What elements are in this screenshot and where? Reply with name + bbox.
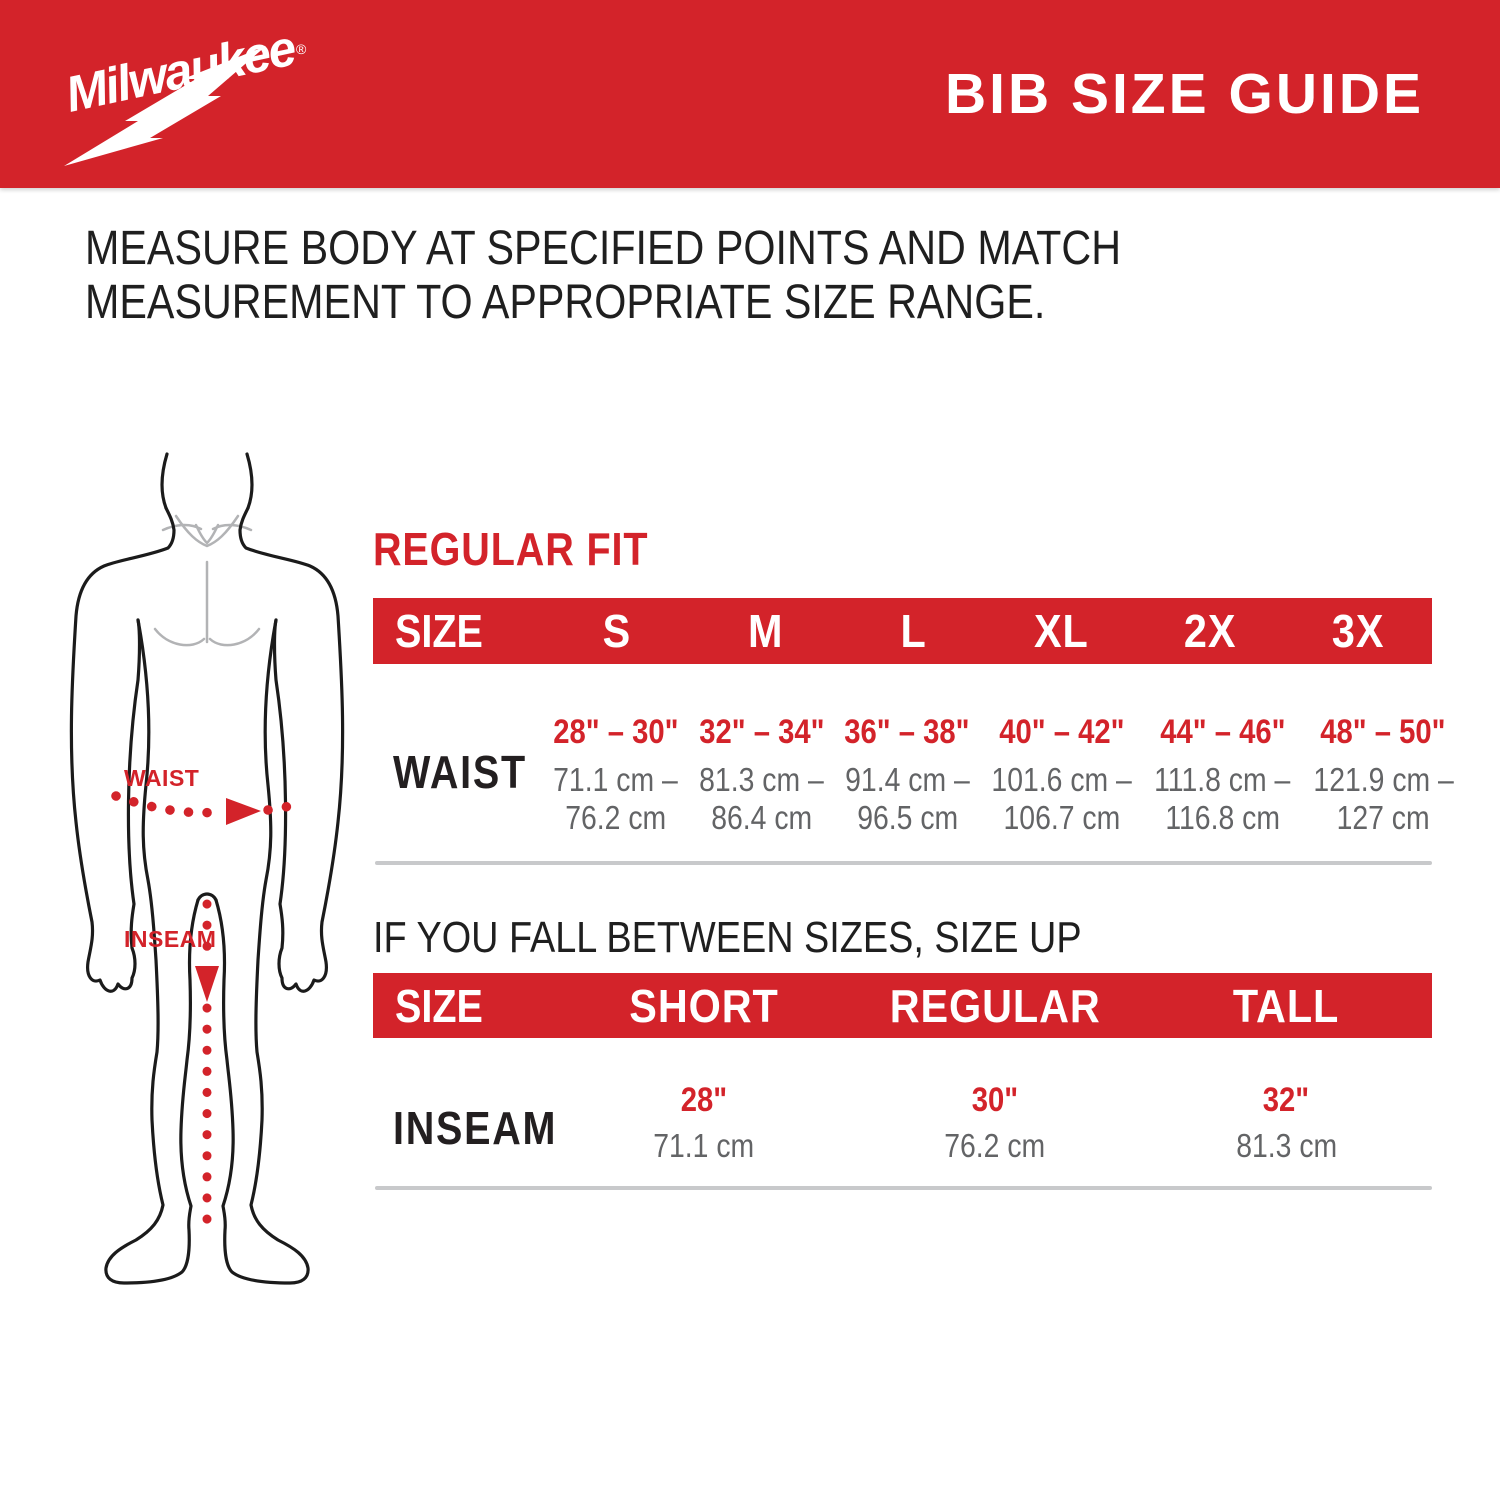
column-header-tall: TALL — [1233, 979, 1340, 1032]
lightning-bolt-icon — [64, 46, 266, 166]
intro-line-2: MEASUREMENT TO APPROPRIATE SIZE RANGE. — [85, 276, 1046, 329]
inches-value: 30" — [971, 1081, 1019, 1119]
waist-label: WAIST — [124, 765, 199, 791]
column-header-2x: 2X — [1183, 605, 1236, 657]
cm-value: 86.4 cm — [711, 799, 813, 836]
inseam-row-label: INSEAM — [393, 1102, 558, 1154]
inches-value: 28" – 30" — [553, 713, 679, 751]
cm-value: 116.8 cm — [1165, 799, 1280, 836]
cm-value: 76.2 cm — [565, 799, 667, 836]
cm-value: 101.6 cm – — [991, 761, 1132, 798]
cm-value: 127 cm — [1336, 799, 1430, 836]
waist-cell-3x: 48" – 50" 121.9 cm – 127 cm — [1302, 703, 1465, 837]
length-table-header: SIZE SHORT REGULAR TALL — [373, 973, 1432, 1038]
inseam-label: INSEAM — [124, 926, 216, 952]
waist-cell-2x: 44" – 46" 111.8 cm – 116.8 cm — [1143, 703, 1301, 837]
inseam-cell-short: 28" 71.1 cm — [558, 1075, 849, 1165]
figure-outline — [69, 452, 345, 1285]
column-header-size: SIZE — [395, 979, 483, 1032]
page-title: BIB SIZE GUIDE — [944, 62, 1424, 126]
header-bar: Milwaukee ® BIB SIZE GUIDE — [0, 0, 1500, 188]
cm-value: 71.1 cm — [653, 1127, 755, 1164]
column-header-size: SIZE — [395, 605, 483, 657]
waist-measure-line: WAIST — [111, 765, 307, 825]
cm-value: 121.9 cm – — [1313, 761, 1454, 798]
inseam-cell-regular: 30" 76.2 cm — [849, 1075, 1140, 1165]
cm-value: 81.3 cm — [1235, 1127, 1337, 1164]
column-header-m: M — [747, 605, 783, 657]
inches-value: 28" — [680, 1081, 727, 1119]
inseam-row: INSEAM 28" 71.1 cm 30" 76.2 cm 32" 81.3 … — [373, 1075, 1432, 1165]
waist-cell-s: 28" – 30" 71.1 cm – 76.2 cm — [543, 703, 689, 837]
column-header-regular: REGULAR — [889, 979, 1101, 1032]
column-header-s: S — [602, 605, 632, 657]
column-header-l: L — [900, 605, 927, 657]
figure-detail-lines — [153, 514, 261, 647]
section-divider — [375, 1186, 1432, 1190]
cm-value: 81.3 cm – — [699, 761, 824, 798]
registered-mark: ® — [296, 41, 307, 57]
column-header-3x: 3X — [1331, 605, 1385, 657]
inches-value: 44" – 46" — [1159, 713, 1286, 751]
section-divider — [375, 861, 1432, 865]
waist-cell-m: 32" – 34" 81.3 cm – 86.4 cm — [689, 703, 835, 837]
waist-row-label: WAIST — [393, 746, 527, 798]
cm-value: 106.7 cm — [1003, 799, 1121, 836]
milwaukee-logo: Milwaukee ® — [62, 19, 307, 166]
inches-value: 32" – 34" — [698, 713, 825, 751]
regular-fit-heading: REGULAR FIT — [373, 523, 649, 575]
inseam-cell-tall: 32" 81.3 cm — [1141, 1075, 1432, 1165]
intro-line-1: MEASURE BODY AT SPECIFIED POINTS AND MAT… — [85, 222, 1122, 275]
inseam-measure-line: INSEAM — [124, 899, 219, 1227]
intro-text: MEASURE BODY AT SPECIFIED POINTS AND MAT… — [85, 222, 1290, 330]
waist-arrow-icon — [226, 798, 261, 825]
between-sizes-note: IF YOU FALL BETWEEN SIZES, SIZE UP — [373, 913, 1082, 962]
body-measurement-figure: WAIST INSEAM — [60, 430, 390, 1290]
waist-cell-l: 36" – 38" 91.4 cm – 96.5 cm — [834, 703, 980, 837]
inches-value: 40" – 42" — [999, 713, 1125, 751]
column-header-short: SHORT — [628, 979, 779, 1032]
cm-value: 76.2 cm — [944, 1127, 1046, 1164]
cm-value: 96.5 cm — [856, 799, 958, 836]
cm-value: 91.4 cm – — [844, 761, 970, 798]
column-header-xl: XL — [1034, 605, 1089, 657]
inches-value: 32" — [1263, 1081, 1310, 1119]
cm-value: 71.1 cm – — [553, 761, 679, 798]
inches-value: 48" – 50" — [1320, 713, 1446, 751]
inches-value: 36" – 38" — [844, 713, 970, 751]
regular-fit-table-header: SIZE S M L XL 2X 3X — [373, 598, 1432, 664]
waist-row: WAIST 28" – 30" 71.1 cm – 76.2 cm 32" – … — [373, 703, 1454, 837]
inseam-arrow-icon — [195, 966, 219, 1002]
waist-cell-xl: 40" – 42" 101.6 cm – 106.7 cm — [980, 703, 1143, 837]
cm-value: 111.8 cm – — [1154, 761, 1291, 798]
